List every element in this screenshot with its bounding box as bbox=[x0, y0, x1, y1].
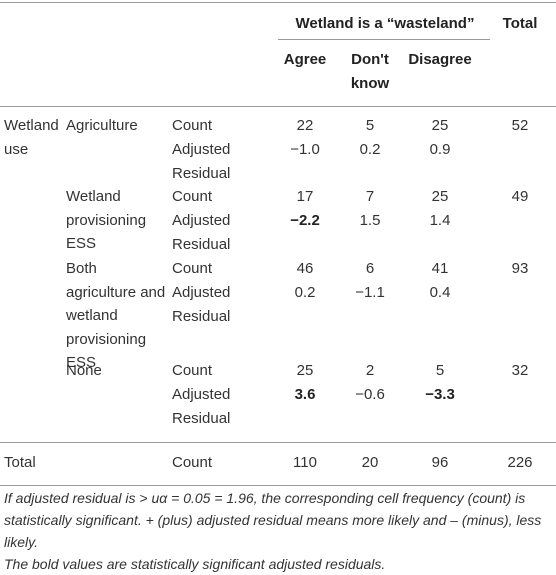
total-cell: 49 bbox=[511, 188, 529, 205]
residual-cell: −1.1 bbox=[355, 284, 385, 301]
residual-cell: 0.4 bbox=[429, 284, 451, 301]
column-header: Agree bbox=[283, 51, 327, 68]
total-cell: 226 bbox=[507, 454, 533, 471]
stat-label: Count bbox=[172, 260, 213, 277]
rule bbox=[0, 106, 556, 107]
rule bbox=[0, 442, 556, 443]
count-cell: 22 bbox=[296, 117, 314, 134]
stat-label: Count bbox=[172, 454, 213, 471]
stat-label: Adjusted Residual bbox=[172, 212, 231, 253]
residual-cell: −0.6 bbox=[355, 386, 385, 403]
rule bbox=[0, 485, 556, 486]
residual-cell: 0.2 bbox=[359, 141, 381, 158]
total-cell: 93 bbox=[511, 260, 529, 277]
footnote: The bold values are statistically signif… bbox=[4, 556, 386, 572]
count-cell: 25 bbox=[296, 362, 314, 379]
total-cell: 32 bbox=[511, 362, 529, 379]
stat-label: Count bbox=[172, 362, 213, 379]
rule bbox=[0, 2, 556, 3]
count-cell: 96 bbox=[431, 454, 449, 471]
residual-cell: −3.3 bbox=[425, 386, 455, 403]
row-label: Total bbox=[4, 454, 36, 471]
residual-cell: 1.4 bbox=[429, 212, 451, 229]
count-cell: 20 bbox=[361, 454, 379, 471]
column-header: Total bbox=[502, 15, 538, 32]
footnotes: If adjusted residual is > uα = 0.05 = 1.… bbox=[4, 487, 553, 575]
stat-label: Count bbox=[172, 117, 213, 134]
row-label: Wetland provisioning ESS bbox=[66, 188, 147, 252]
count-cell: 17 bbox=[296, 188, 314, 205]
count-cell: 46 bbox=[296, 260, 314, 277]
count-cell: 5 bbox=[435, 362, 445, 379]
stat-label: Adjusted Residual bbox=[172, 284, 231, 325]
residual-cell: 0.9 bbox=[429, 141, 451, 158]
count-cell: 25 bbox=[431, 117, 449, 134]
row-group-label: use bbox=[4, 140, 29, 158]
column-header: Don't know bbox=[350, 51, 390, 92]
stat-label: Count bbox=[172, 188, 213, 205]
row-group-label: Wetland bbox=[4, 117, 59, 134]
column-header: Disagree bbox=[408, 51, 472, 68]
residual-cell: 1.5 bbox=[359, 212, 381, 229]
stat-label: Adjusted Residual bbox=[172, 386, 231, 427]
column-group-header: Wetland is a “wasteland” bbox=[295, 15, 475, 32]
count-cell: 5 bbox=[365, 117, 375, 134]
count-cell: 6 bbox=[365, 260, 375, 277]
residual-cell: 0.2 bbox=[294, 284, 316, 301]
row-label: Agriculture bbox=[66, 117, 138, 134]
residual-cell: 3.6 bbox=[294, 386, 316, 403]
footnote: If adjusted residual is > uα = 0.05 = 1.… bbox=[4, 490, 542, 550]
rule bbox=[278, 39, 490, 40]
count-cell: 25 bbox=[431, 188, 449, 205]
row-label: Both agriculture and wetland provisionin… bbox=[66, 260, 166, 371]
row-label: None bbox=[66, 362, 102, 379]
count-cell: 7 bbox=[365, 188, 375, 205]
count-cell: 41 bbox=[431, 260, 449, 277]
count-cell: 2 bbox=[365, 362, 375, 379]
residual-cell: −2.2 bbox=[290, 212, 320, 229]
total-cell: 52 bbox=[511, 117, 529, 134]
stat-label: Adjusted Residual bbox=[172, 141, 231, 182]
residual-cell: −1.0 bbox=[290, 141, 320, 158]
count-cell: 110 bbox=[293, 454, 317, 471]
